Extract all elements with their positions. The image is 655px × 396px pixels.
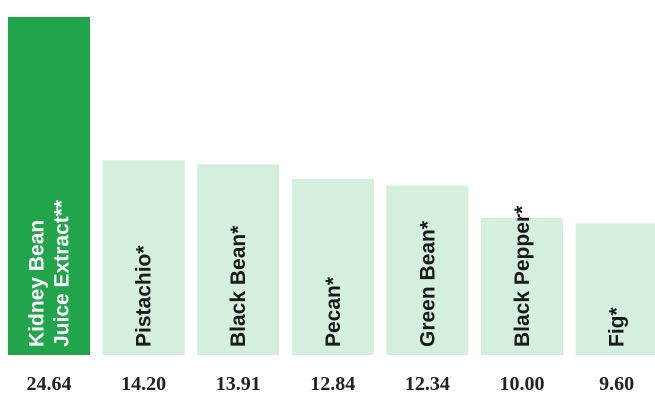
bar-6: [575, 223, 655, 355]
category-label-1: Pistachio*: [133, 245, 156, 347]
value-label-0: 24.64: [27, 373, 72, 395]
category-label-6: Fig*: [606, 307, 629, 347]
category-label-5: Black Pepper*: [511, 205, 534, 347]
category-label-4: Green Bean*: [416, 220, 439, 347]
bar-4: [386, 185, 469, 355]
category-label-2: Black Bean*: [227, 225, 250, 347]
bar-2: [197, 164, 280, 355]
value-label-6: 9.60: [599, 373, 634, 395]
value-label-1: 14.20: [121, 373, 166, 395]
value-label-4: 12.34: [405, 373, 450, 395]
value-label-2: 13.91: [216, 373, 261, 395]
value-label-5: 10.00: [500, 373, 545, 395]
bar-1: [102, 160, 185, 355]
value-label-3: 12.84: [310, 373, 355, 395]
category-label-3: Pecan*: [322, 276, 345, 347]
bar-3: [291, 178, 374, 355]
category-label-0: Kidney BeanJuice Extract**: [26, 199, 74, 347]
bar-0: [8, 17, 90, 355]
bar-5: [481, 217, 563, 355]
